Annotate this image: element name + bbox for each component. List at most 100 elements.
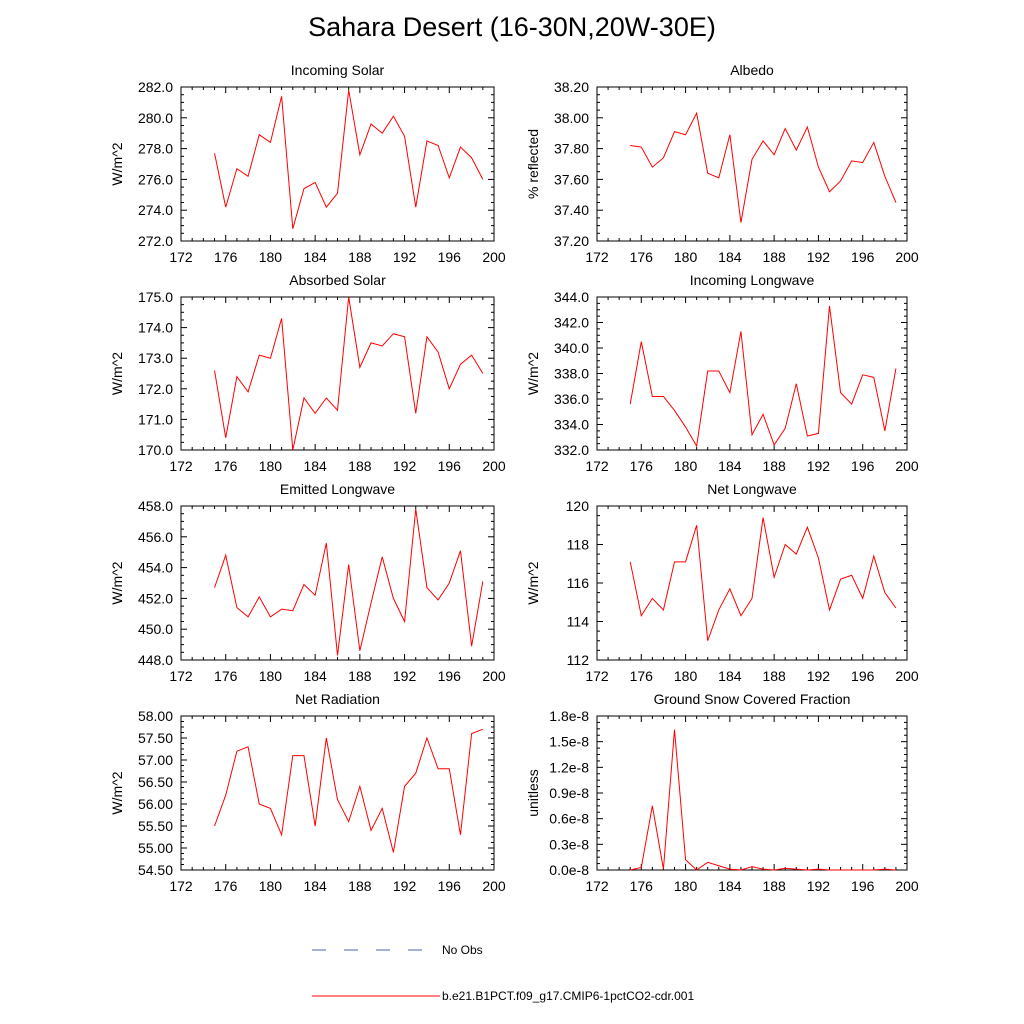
x-tick-label: 172 <box>585 249 609 265</box>
y-tick-label: 116 <box>567 575 590 591</box>
series-line <box>214 89 484 229</box>
x-tick-label: 200 <box>482 878 506 894</box>
y-tick-label: 37.20 <box>554 233 589 249</box>
y-axis-label: W/m^2 <box>109 142 125 185</box>
x-tick-label: 188 <box>348 878 372 894</box>
x-tick-label: 188 <box>762 878 786 894</box>
y-tick-label: 56.50 <box>138 774 173 790</box>
series-line <box>629 517 897 641</box>
x-tick-label: 180 <box>674 249 698 265</box>
y-tick-label: 452.0 <box>138 590 173 606</box>
y-tick-label: 454.0 <box>138 560 173 576</box>
series-line <box>630 729 896 871</box>
y-tick-label: 173.0 <box>138 350 173 366</box>
x-tick-label: 176 <box>214 458 238 474</box>
x-tick-label: 196 <box>438 878 462 894</box>
x-tick-label: 172 <box>169 249 193 265</box>
panel-title: Absorbed Solar <box>289 272 386 288</box>
y-tick-label: 54.50 <box>138 862 173 878</box>
y-tick-label: 1.5e-8 <box>549 734 589 750</box>
y-axis-label: W/m^2 <box>525 561 541 604</box>
y-tick-label: 37.60 <box>554 171 589 187</box>
plot-frame <box>180 505 495 661</box>
x-tick-label: 200 <box>482 458 506 474</box>
panel-title: Net Longwave <box>707 481 797 497</box>
x-tick-label: 192 <box>807 878 831 894</box>
y-tick-label: 120 <box>566 498 590 514</box>
x-tick-label: 184 <box>303 878 327 894</box>
y-tick-label: 58.00 <box>138 708 173 724</box>
y-tick-label: 118 <box>567 537 590 553</box>
y-tick-label: 332.0 <box>554 442 589 458</box>
x-tick-label: 184 <box>718 458 742 474</box>
x-tick-label: 192 <box>393 668 417 684</box>
chart-panel-7: Net Radiation W/m^2 172 176 180 184 188 192 196 2… <box>109 691 506 894</box>
x-tick-label: 176 <box>214 878 238 894</box>
y-tick-label: 448.0 <box>138 652 173 668</box>
legend-label: b.e21.B1PCT.f09_g17.CMIP6-1pctCO2-cdr.00… <box>442 989 694 1003</box>
x-tick-label: 200 <box>482 668 506 684</box>
x-tick-label: 192 <box>807 249 831 265</box>
chart-panel-2: Albedo % reflected 172 176 180 184 188 192 196 20… <box>525 62 919 265</box>
y-tick-label: 112 <box>567 652 590 668</box>
x-tick-label: 172 <box>585 878 609 894</box>
x-tick-label: 172 <box>585 668 609 684</box>
y-tick-label: 272.0 <box>138 233 173 249</box>
x-tick-label: 188 <box>348 458 372 474</box>
panel-title: Net Radiation <box>295 691 380 707</box>
x-tick-label: 184 <box>718 249 742 265</box>
y-tick-label: 57.50 <box>138 730 173 746</box>
chart-panel-5: Emitted Longwave W/m^2 172 176 180 184 188 192 1… <box>109 481 506 684</box>
y-tick-label: 55.00 <box>138 840 173 856</box>
x-tick-label: 172 <box>169 458 193 474</box>
y-tick-label: 57.00 <box>138 752 173 768</box>
plot-frame <box>596 86 908 242</box>
y-axis-label: % reflected <box>525 129 541 199</box>
x-tick-label: 180 <box>674 458 698 474</box>
y-tick-label: 342.0 <box>554 315 589 331</box>
x-tick-label: 196 <box>438 458 462 474</box>
chart-panel-3: Absorbed Solar W/m^2 172 176 180 184 188 192 196… <box>109 272 506 474</box>
x-tick-label: 188 <box>762 458 786 474</box>
legend-label: No Obs <box>442 943 483 957</box>
y-tick-label: 175.0 <box>138 289 173 305</box>
x-tick-label: 196 <box>851 878 875 894</box>
y-tick-label: 458.0 <box>138 498 173 514</box>
y-tick-label: 278.0 <box>138 141 173 157</box>
chart-panel-8: Ground Snow Covered Fraction unitless 172 1… <box>525 691 919 894</box>
x-tick-label: 176 <box>630 878 654 894</box>
y-axis-label: W/m^2 <box>109 771 125 814</box>
panel-title: Albedo <box>730 62 774 78</box>
y-tick-label: 38.00 <box>554 110 589 126</box>
legend: No Obs b.e21.B1PCT.f09_g17.CMIP6-1pctCO2-… <box>312 943 694 1003</box>
x-tick-label: 172 <box>169 668 193 684</box>
y-tick-label: 174.0 <box>138 320 173 336</box>
x-tick-label: 192 <box>393 458 417 474</box>
y-tick-label: 0.0e-8 <box>549 862 589 878</box>
y-tick-label: 171.0 <box>138 411 173 427</box>
y-tick-label: 0.9e-8 <box>549 785 589 801</box>
x-tick-label: 184 <box>303 668 327 684</box>
x-tick-label: 196 <box>438 668 462 684</box>
y-tick-label: 56.00 <box>138 796 173 812</box>
x-tick-label: 192 <box>807 458 831 474</box>
y-tick-label: 170.0 <box>138 442 173 458</box>
series-line <box>214 509 484 656</box>
y-tick-label: 456.0 <box>138 529 173 545</box>
y-tick-label: 37.80 <box>554 141 589 157</box>
y-tick-label: 37.40 <box>554 202 589 218</box>
y-tick-label: 55.50 <box>138 818 173 834</box>
x-tick-label: 184 <box>718 668 742 684</box>
panel-title: Emitted Longwave <box>280 481 395 497</box>
x-tick-label: 176 <box>214 668 238 684</box>
x-tick-label: 180 <box>259 249 283 265</box>
x-tick-label: 188 <box>348 668 372 684</box>
y-tick-label: 344.0 <box>554 289 589 305</box>
chart-panel-4: Incoming Longwave W/m^2 172 176 180 184 188 192… <box>525 272 919 474</box>
x-tick-label: 188 <box>762 249 786 265</box>
plot-frame <box>596 505 908 661</box>
y-tick-label: 114 <box>567 614 590 630</box>
y-tick-label: 280.0 <box>138 110 173 126</box>
y-tick-label: 38.20 <box>554 79 589 95</box>
